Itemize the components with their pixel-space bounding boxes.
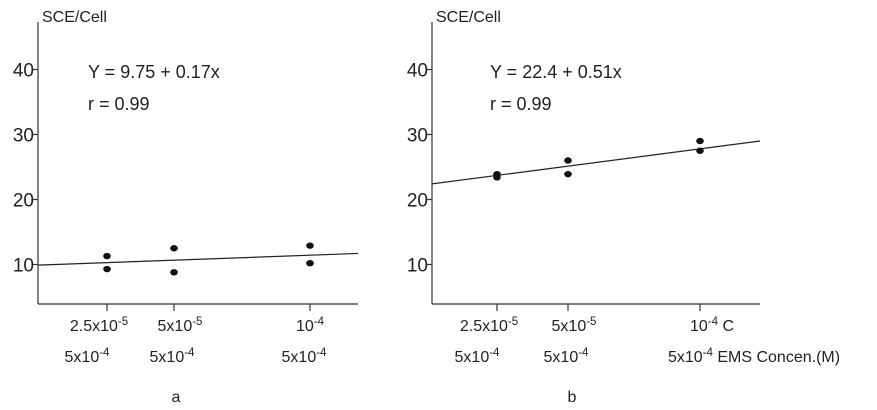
x-tick-label-top: 10-4 xyxy=(296,316,325,335)
correlation-label: r = 0.99 xyxy=(88,94,150,114)
x-tick-label-top: 2.5x10-5 xyxy=(460,316,518,335)
x-tick-label-bottom: 5x10-4 EMS Concen.(M) xyxy=(668,347,840,366)
panel-label: b xyxy=(568,389,577,406)
x-tick-label-top-exponent: -5 xyxy=(192,316,202,328)
y-tick-label: 10 xyxy=(13,256,34,277)
x-tick-label-bottom-base: 5x10 xyxy=(150,349,185,366)
x-tick-label-bottom-exponent: -4 xyxy=(703,347,714,359)
x-tick-label-bottom-base: 5x10 xyxy=(65,349,100,366)
x-tick-label-top-base: 2.5x10 xyxy=(460,318,508,335)
x-tick-label-bottom: 5x10-4 xyxy=(282,347,328,366)
data-point xyxy=(170,269,178,276)
x-tick-label-bottom-base: 5x10 xyxy=(455,349,490,366)
x-tick-label-top-exponent: -4 xyxy=(708,316,719,328)
y-tick-label: 30 xyxy=(407,126,428,147)
x-tick-label-top-base: 10 xyxy=(296,318,314,335)
y-tick-label: 30 xyxy=(13,126,34,147)
data-point xyxy=(103,265,111,273)
x-tick-label-bottom-exponent: -4 xyxy=(184,347,195,359)
x-tick-label-bottom-exponent: -4 xyxy=(316,347,327,359)
correlation-label: r = 0.99 xyxy=(490,94,552,114)
panel-a: 10 20 30 40 SCE/Cell Y = 9.75 + 0.17x r = 0.99… xyxy=(13,9,359,406)
data-point xyxy=(103,252,111,260)
data-point xyxy=(564,170,572,178)
panel-b: 10 20 30 40 SCE/Cell Y = 22.4 + 0.51x r = 0.99… xyxy=(407,9,761,406)
x-tick-label-top-exponent: -5 xyxy=(118,316,128,328)
y-tick-label: 40 xyxy=(407,61,428,82)
data-point xyxy=(696,137,704,145)
x-tick-label-bottom-exponent: -4 xyxy=(578,347,589,359)
data-point xyxy=(564,157,572,164)
x-tick-label-top-base: 10 xyxy=(690,318,708,335)
regression-equation: Y = 9.75 + 0.17x xyxy=(88,62,220,82)
x-tick-label-bottom-suffix: EMS Concen.(M) xyxy=(713,349,840,366)
data-point xyxy=(170,245,178,252)
regression-line xyxy=(431,140,761,185)
x-tick-label-top: 5x10-5 xyxy=(158,316,203,335)
x-tick-label-top-base: 5x10 xyxy=(158,318,193,335)
regression-equation: Y = 22.4 + 0.51x xyxy=(490,62,622,82)
y-tick-label: 20 xyxy=(407,191,428,212)
data-point xyxy=(696,147,704,154)
x-tick-label-top-exponent: -5 xyxy=(508,316,518,328)
y-tick-label: 40 xyxy=(13,61,34,82)
y-axis-label: SCE/Cell xyxy=(436,9,501,26)
x-tick-label-bottom-exponent: -4 xyxy=(99,347,110,359)
x-tick-label-bottom: 5x10-4 xyxy=(455,347,501,366)
data-point xyxy=(306,260,314,267)
x-tick-label-bottom-exponent: -4 xyxy=(489,347,500,359)
x-tick-label-bottom: 5x10-4 xyxy=(150,347,196,366)
x-tick-label-bottom-base: 5x10 xyxy=(282,349,317,366)
x-tick-label-bottom-base: 5x10 xyxy=(668,349,703,366)
x-tick-label-bottom-base: 5x10 xyxy=(544,349,579,366)
x-tick-label-bottom: 5x10-4 xyxy=(544,347,590,366)
x-tick-label-top-suffix: C xyxy=(718,318,734,335)
x-tick-label-top: 5x10-5 xyxy=(552,316,597,335)
y-axis-label: SCE/Cell xyxy=(42,9,107,26)
x-tick-label-top-base: 2.5x10 xyxy=(70,318,118,335)
y-tick-label: 10 xyxy=(407,256,428,277)
data-point xyxy=(493,174,501,181)
data-point xyxy=(306,242,314,249)
x-tick-label-top: 10-4 C xyxy=(690,316,734,335)
panel-label: a xyxy=(172,389,181,406)
x-tick-label-top-base: 5x10 xyxy=(552,318,587,335)
x-tick-label-top-exponent: -4 xyxy=(314,316,325,328)
x-tick-label-top: 2.5x10-5 xyxy=(70,316,128,335)
y-tick-label: 20 xyxy=(13,191,34,212)
x-tick-label-bottom: 5x10-4 xyxy=(65,347,111,366)
x-tick-label-top-exponent: -5 xyxy=(586,316,596,328)
regression-line xyxy=(37,252,359,266)
